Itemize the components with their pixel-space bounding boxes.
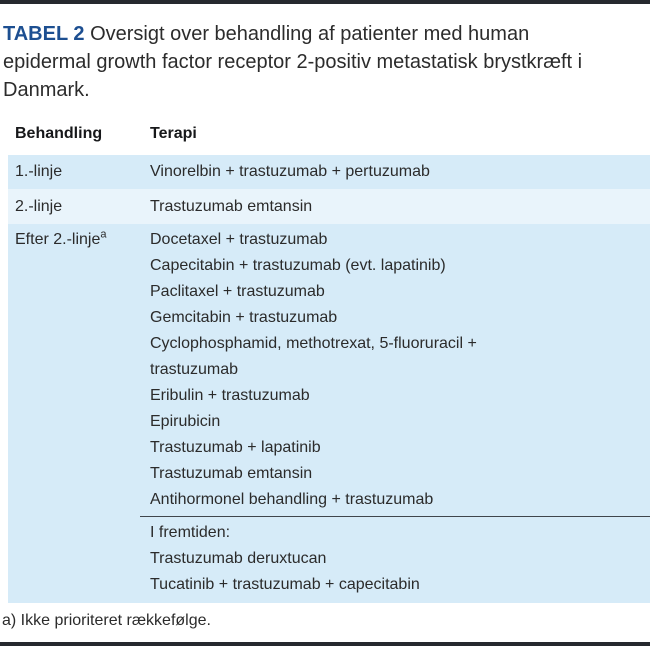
treatment-table: Behandling Terapi 1.-linje Vinorelbin + …	[8, 117, 650, 603]
section-divider	[140, 516, 650, 517]
cell-terapi-list: Docetaxel + trastuzumab Capecitabin + tra…	[140, 227, 650, 598]
column-header-terapi: Terapi	[150, 125, 197, 142]
therapy-line: Eribulin + trastuzumab	[150, 387, 310, 404]
therapy-line: Capecitabin + trastuzumab (evt. lapatini…	[150, 257, 446, 274]
table-title-text: Oversigt over behandling af patienter me…	[3, 23, 583, 101]
table-header-row: Behandling Terapi	[8, 117, 650, 151]
therapy-line: Cyclophosphamid, methotrexat, 5-fluorura…	[150, 335, 477, 378]
table-row-after-second-line: Efter 2.-linjea Docetaxel + trastuzumab C…	[8, 224, 650, 603]
therapy-line: Trastuzumab emtansin	[150, 465, 313, 482]
cell-terapi: Trastuzumab emtansin	[150, 197, 313, 215]
therapy-line: Gemcitabin + trastuzumab	[150, 309, 338, 326]
top-border-rule	[0, 0, 650, 4]
therapy-line: Trastuzumab deruxtucan	[150, 550, 327, 567]
therapy-line: Docetaxel + trastuzumab	[150, 231, 328, 248]
table-title-label: TABEL 2	[3, 23, 85, 45]
footnote: a) Ikke prioriteret rækkefølge.	[2, 612, 211, 629]
future-section-heading: I fremtiden:	[150, 524, 231, 541]
cell-terapi: Vinorelbin + trastuzumab + pertuzumab	[150, 163, 430, 180]
cell-behandling: 1.-linje	[15, 163, 63, 180]
table-title: TABEL 2 Oversigt over behandling af pati…	[3, 20, 609, 104]
therapy-list: Docetaxel + trastuzumab Capecitabin + tra…	[150, 227, 650, 513]
bottom-border-rule	[0, 642, 650, 646]
therapy-line: Epirubicin	[150, 413, 221, 430]
cell-behandling: Efter 2.-linjea	[8, 227, 143, 598]
table-row-first-line: 1.-linje Vinorelbin + trastuzumab + pert…	[8, 155, 650, 189]
column-header-behandling: Behandling	[15, 125, 103, 142]
therapy-line: Antihormonel behandling + trastuzumab	[150, 491, 434, 508]
table-row-second-line: 2.-linje Trastuzumab emtansin	[8, 189, 650, 224]
therapy-line: Paclitaxel + trastuzumab	[150, 283, 325, 300]
future-therapy-list: Trastuzumab deruxtucan Tucatinib + trastu…	[150, 546, 650, 598]
therapy-line: Tucatinib + trastuzumab + capecitabin	[150, 576, 420, 593]
cell-behandling-text: Efter 2.-linje	[15, 231, 101, 248]
cell-behandling: 2.-linje	[15, 197, 63, 215]
therapy-line: Trastuzumab + lapatinib	[150, 439, 321, 456]
footnote-marker: a	[100, 228, 107, 241]
